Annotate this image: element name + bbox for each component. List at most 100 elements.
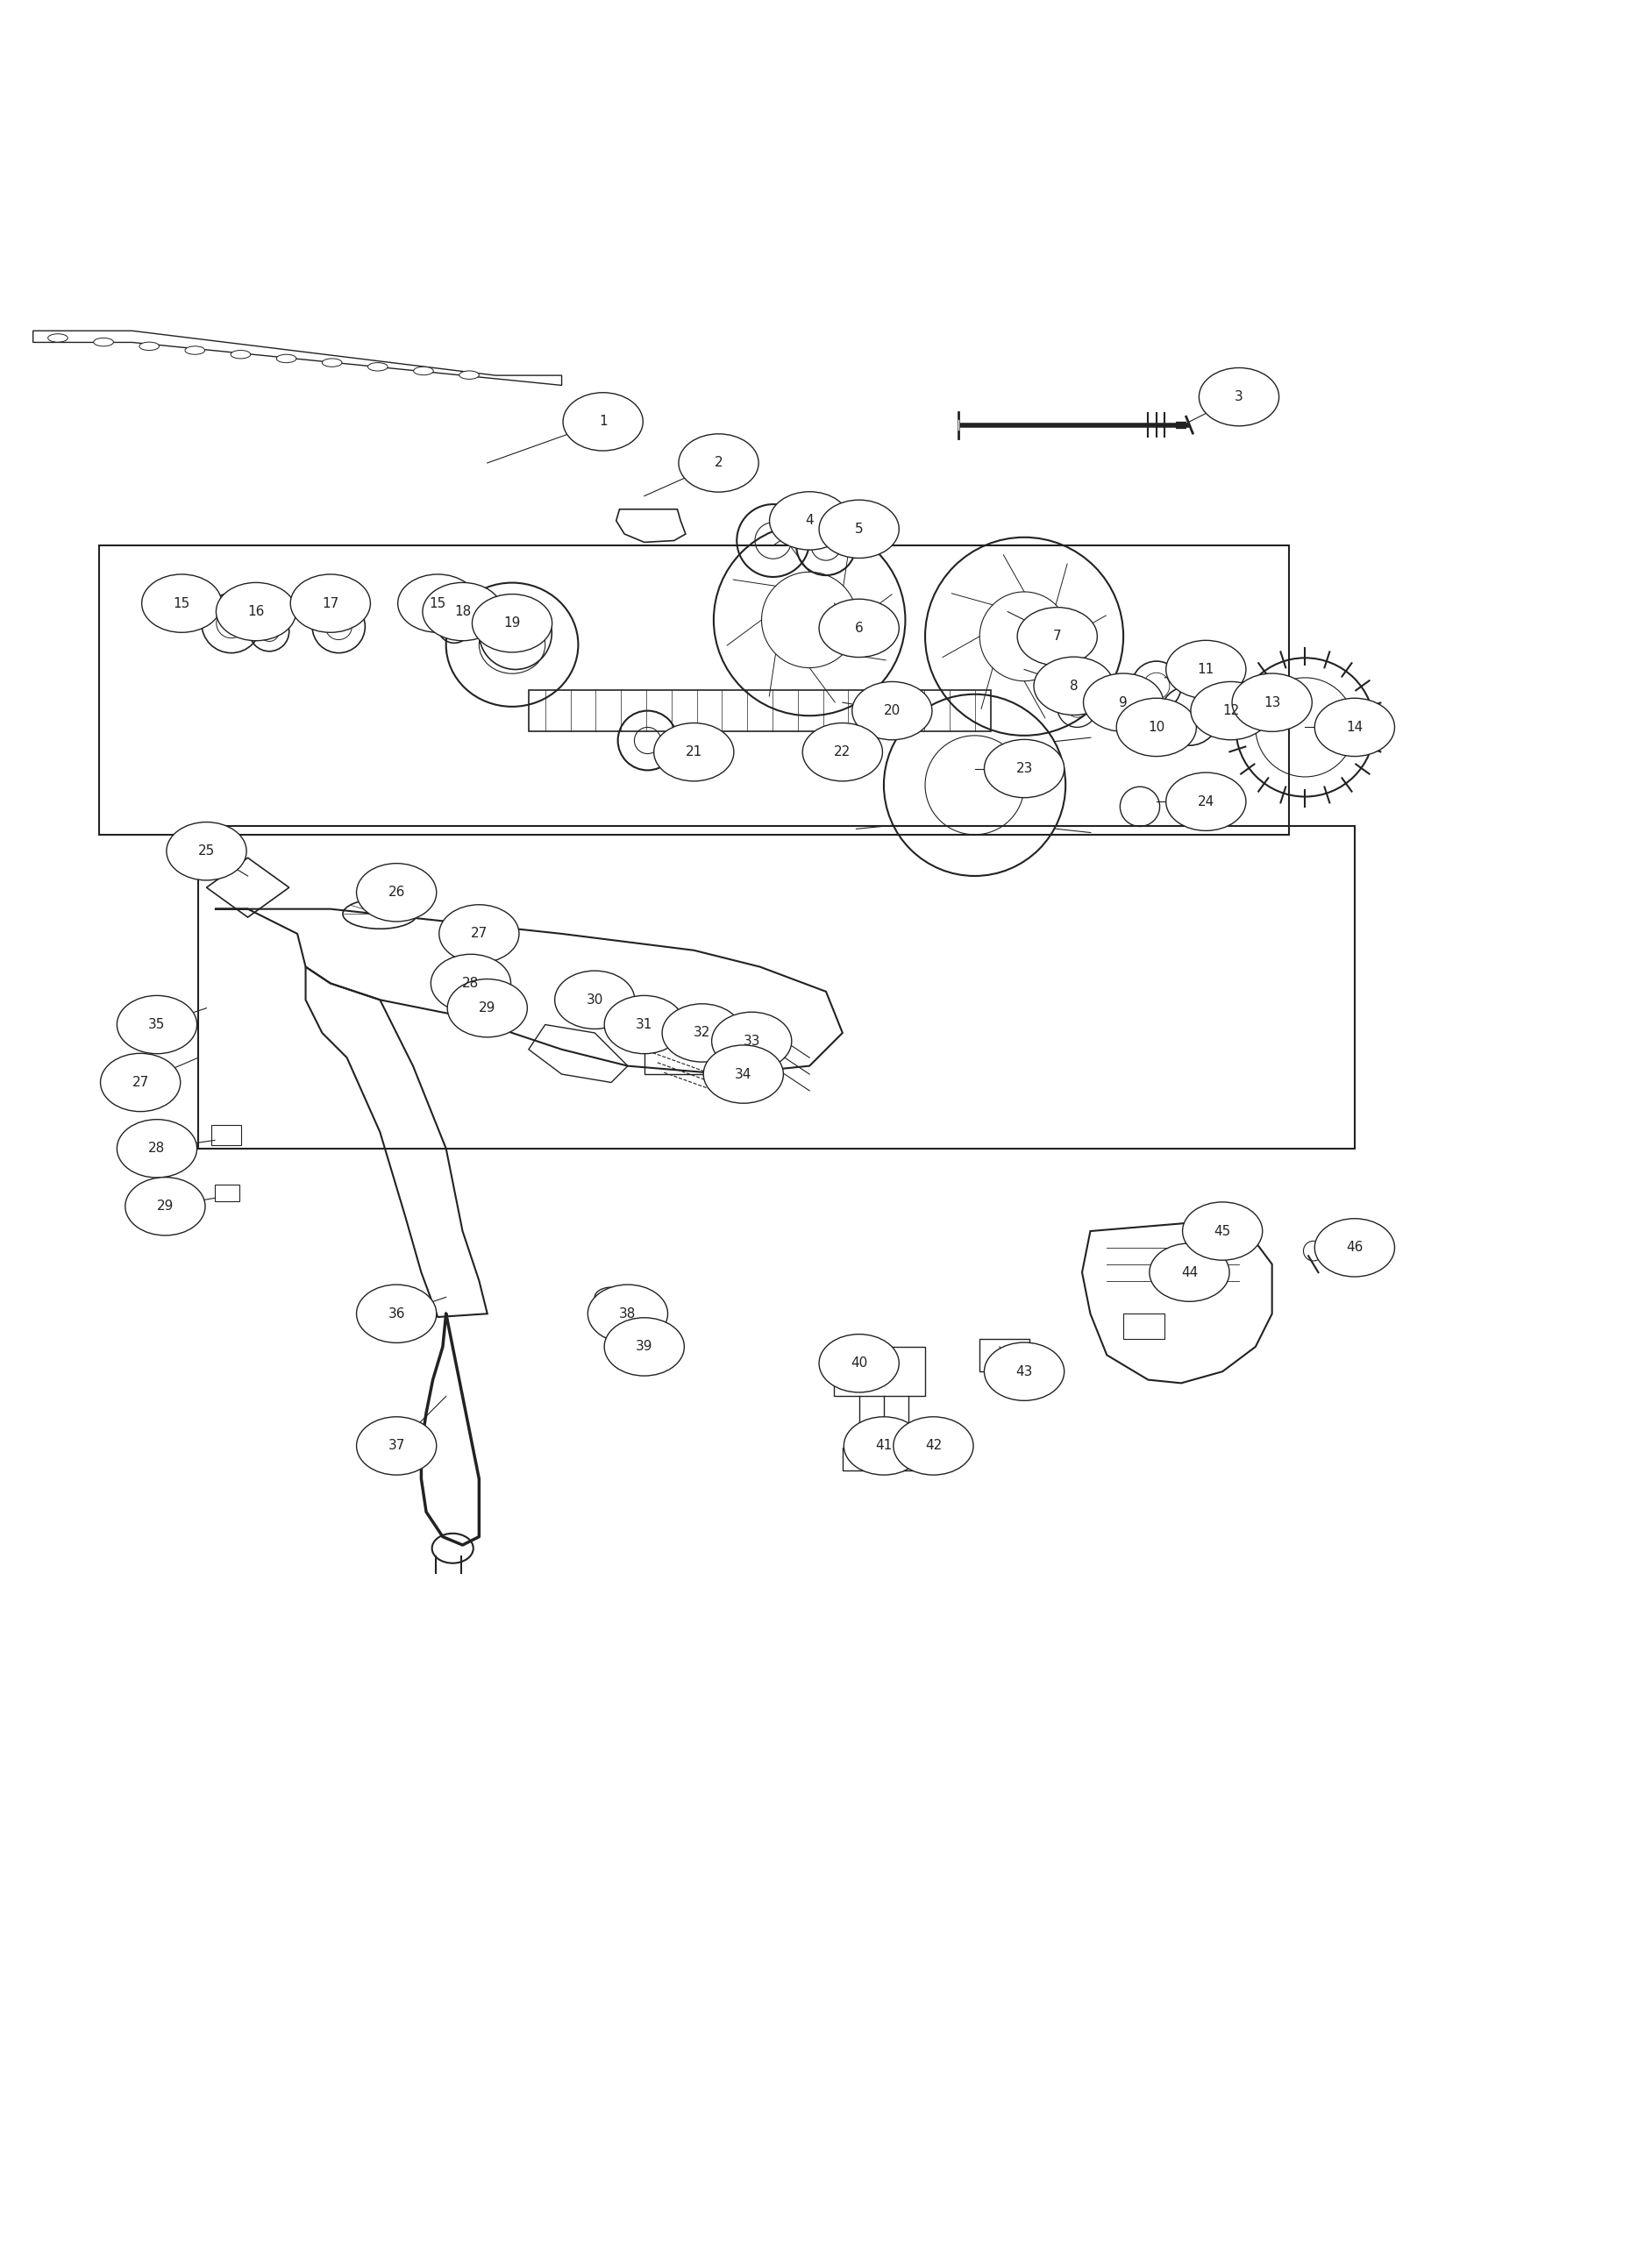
Text: 4: 4 [805,514,814,528]
Ellipse shape [117,1118,197,1177]
Text: 20: 20 [884,704,900,718]
Text: 38: 38 [620,1306,636,1320]
Text: 21: 21 [686,745,702,758]
Ellipse shape [291,575,370,632]
Bar [980,1338,1029,1372]
Text: 19: 19 [504,616,520,629]
Ellipse shape [654,722,733,781]
Text: 28: 28 [149,1141,165,1155]
Bar [843,1447,872,1472]
Text: 27: 27 [471,928,487,940]
Ellipse shape [459,371,479,378]
Text: 11: 11 [1198,663,1214,677]
Ellipse shape [1166,772,1246,831]
Ellipse shape [819,600,899,657]
Ellipse shape [803,722,882,781]
Text: 5: 5 [854,523,864,537]
Ellipse shape [216,582,296,641]
Ellipse shape [712,1012,791,1071]
Ellipse shape [167,822,246,881]
Ellipse shape [1150,1243,1229,1302]
Text: 41: 41 [876,1440,892,1453]
Ellipse shape [852,681,932,740]
Ellipse shape [472,593,552,652]
Ellipse shape [894,1417,973,1474]
Ellipse shape [662,1003,742,1062]
Text: 28: 28 [463,976,479,989]
Ellipse shape [1018,607,1097,666]
Ellipse shape [276,355,296,362]
Text: 10: 10 [1148,720,1165,734]
Text: 8: 8 [1069,679,1079,693]
Ellipse shape [1232,672,1312,731]
Text: 17: 17 [322,598,339,609]
Text: 32: 32 [694,1026,710,1039]
Bar [211,1125,241,1146]
Ellipse shape [48,333,68,342]
Text: 45: 45 [1214,1225,1231,1238]
Text: 25: 25 [198,844,215,858]
Ellipse shape [357,863,436,921]
Text: 18: 18 [454,604,471,618]
Text: 1: 1 [598,414,608,428]
Text: 40: 40 [851,1356,867,1370]
Ellipse shape [1034,657,1113,715]
Text: 22: 22 [834,745,851,758]
Text: 14: 14 [1346,720,1363,734]
Text: 15: 15 [173,598,190,609]
Ellipse shape [563,392,643,451]
Bar [529,691,991,731]
Ellipse shape [605,996,684,1053]
Text: 6: 6 [854,623,864,634]
Ellipse shape [844,1417,923,1474]
Ellipse shape [423,582,502,641]
Ellipse shape [605,1318,684,1377]
Text: 3: 3 [1234,389,1244,403]
Text: 42: 42 [925,1440,942,1453]
Text: 33: 33 [743,1035,760,1048]
Ellipse shape [819,500,899,559]
Text: 36: 36 [388,1306,405,1320]
Bar [884,1447,914,1472]
Ellipse shape [985,740,1064,797]
Ellipse shape [431,953,510,1012]
Text: 16: 16 [248,604,264,618]
Bar [99,546,1289,835]
Ellipse shape [139,342,159,351]
Text: 29: 29 [157,1200,173,1214]
Text: 12: 12 [1222,704,1239,718]
Ellipse shape [1315,1218,1394,1277]
Ellipse shape [1117,697,1196,756]
Ellipse shape [588,1284,667,1343]
Ellipse shape [357,1284,436,1343]
Ellipse shape [117,996,197,1053]
Text: 34: 34 [735,1069,752,1080]
Ellipse shape [322,358,342,367]
Bar [198,826,1355,1148]
Text: 43: 43 [1016,1365,1032,1379]
Ellipse shape [142,575,221,632]
Ellipse shape [819,1333,899,1392]
Ellipse shape [357,1417,436,1474]
Ellipse shape [185,346,205,355]
Text: 27: 27 [132,1075,149,1089]
Ellipse shape [770,491,849,550]
Bar [1123,1313,1165,1338]
Text: 26: 26 [388,885,405,899]
Text: 9: 9 [1118,695,1128,709]
Ellipse shape [439,906,519,962]
Ellipse shape [1166,641,1246,700]
Circle shape [1108,711,1125,727]
Ellipse shape [555,971,634,1028]
Ellipse shape [985,1343,1064,1401]
Ellipse shape [231,351,251,358]
Ellipse shape [101,1053,180,1112]
Bar [644,1017,760,1073]
Text: 46: 46 [1346,1241,1363,1254]
Text: 15: 15 [430,598,446,609]
Ellipse shape [126,1177,205,1236]
Ellipse shape [398,575,477,632]
Bar [449,611,469,625]
Text: 13: 13 [1264,695,1280,709]
Ellipse shape [679,435,758,491]
